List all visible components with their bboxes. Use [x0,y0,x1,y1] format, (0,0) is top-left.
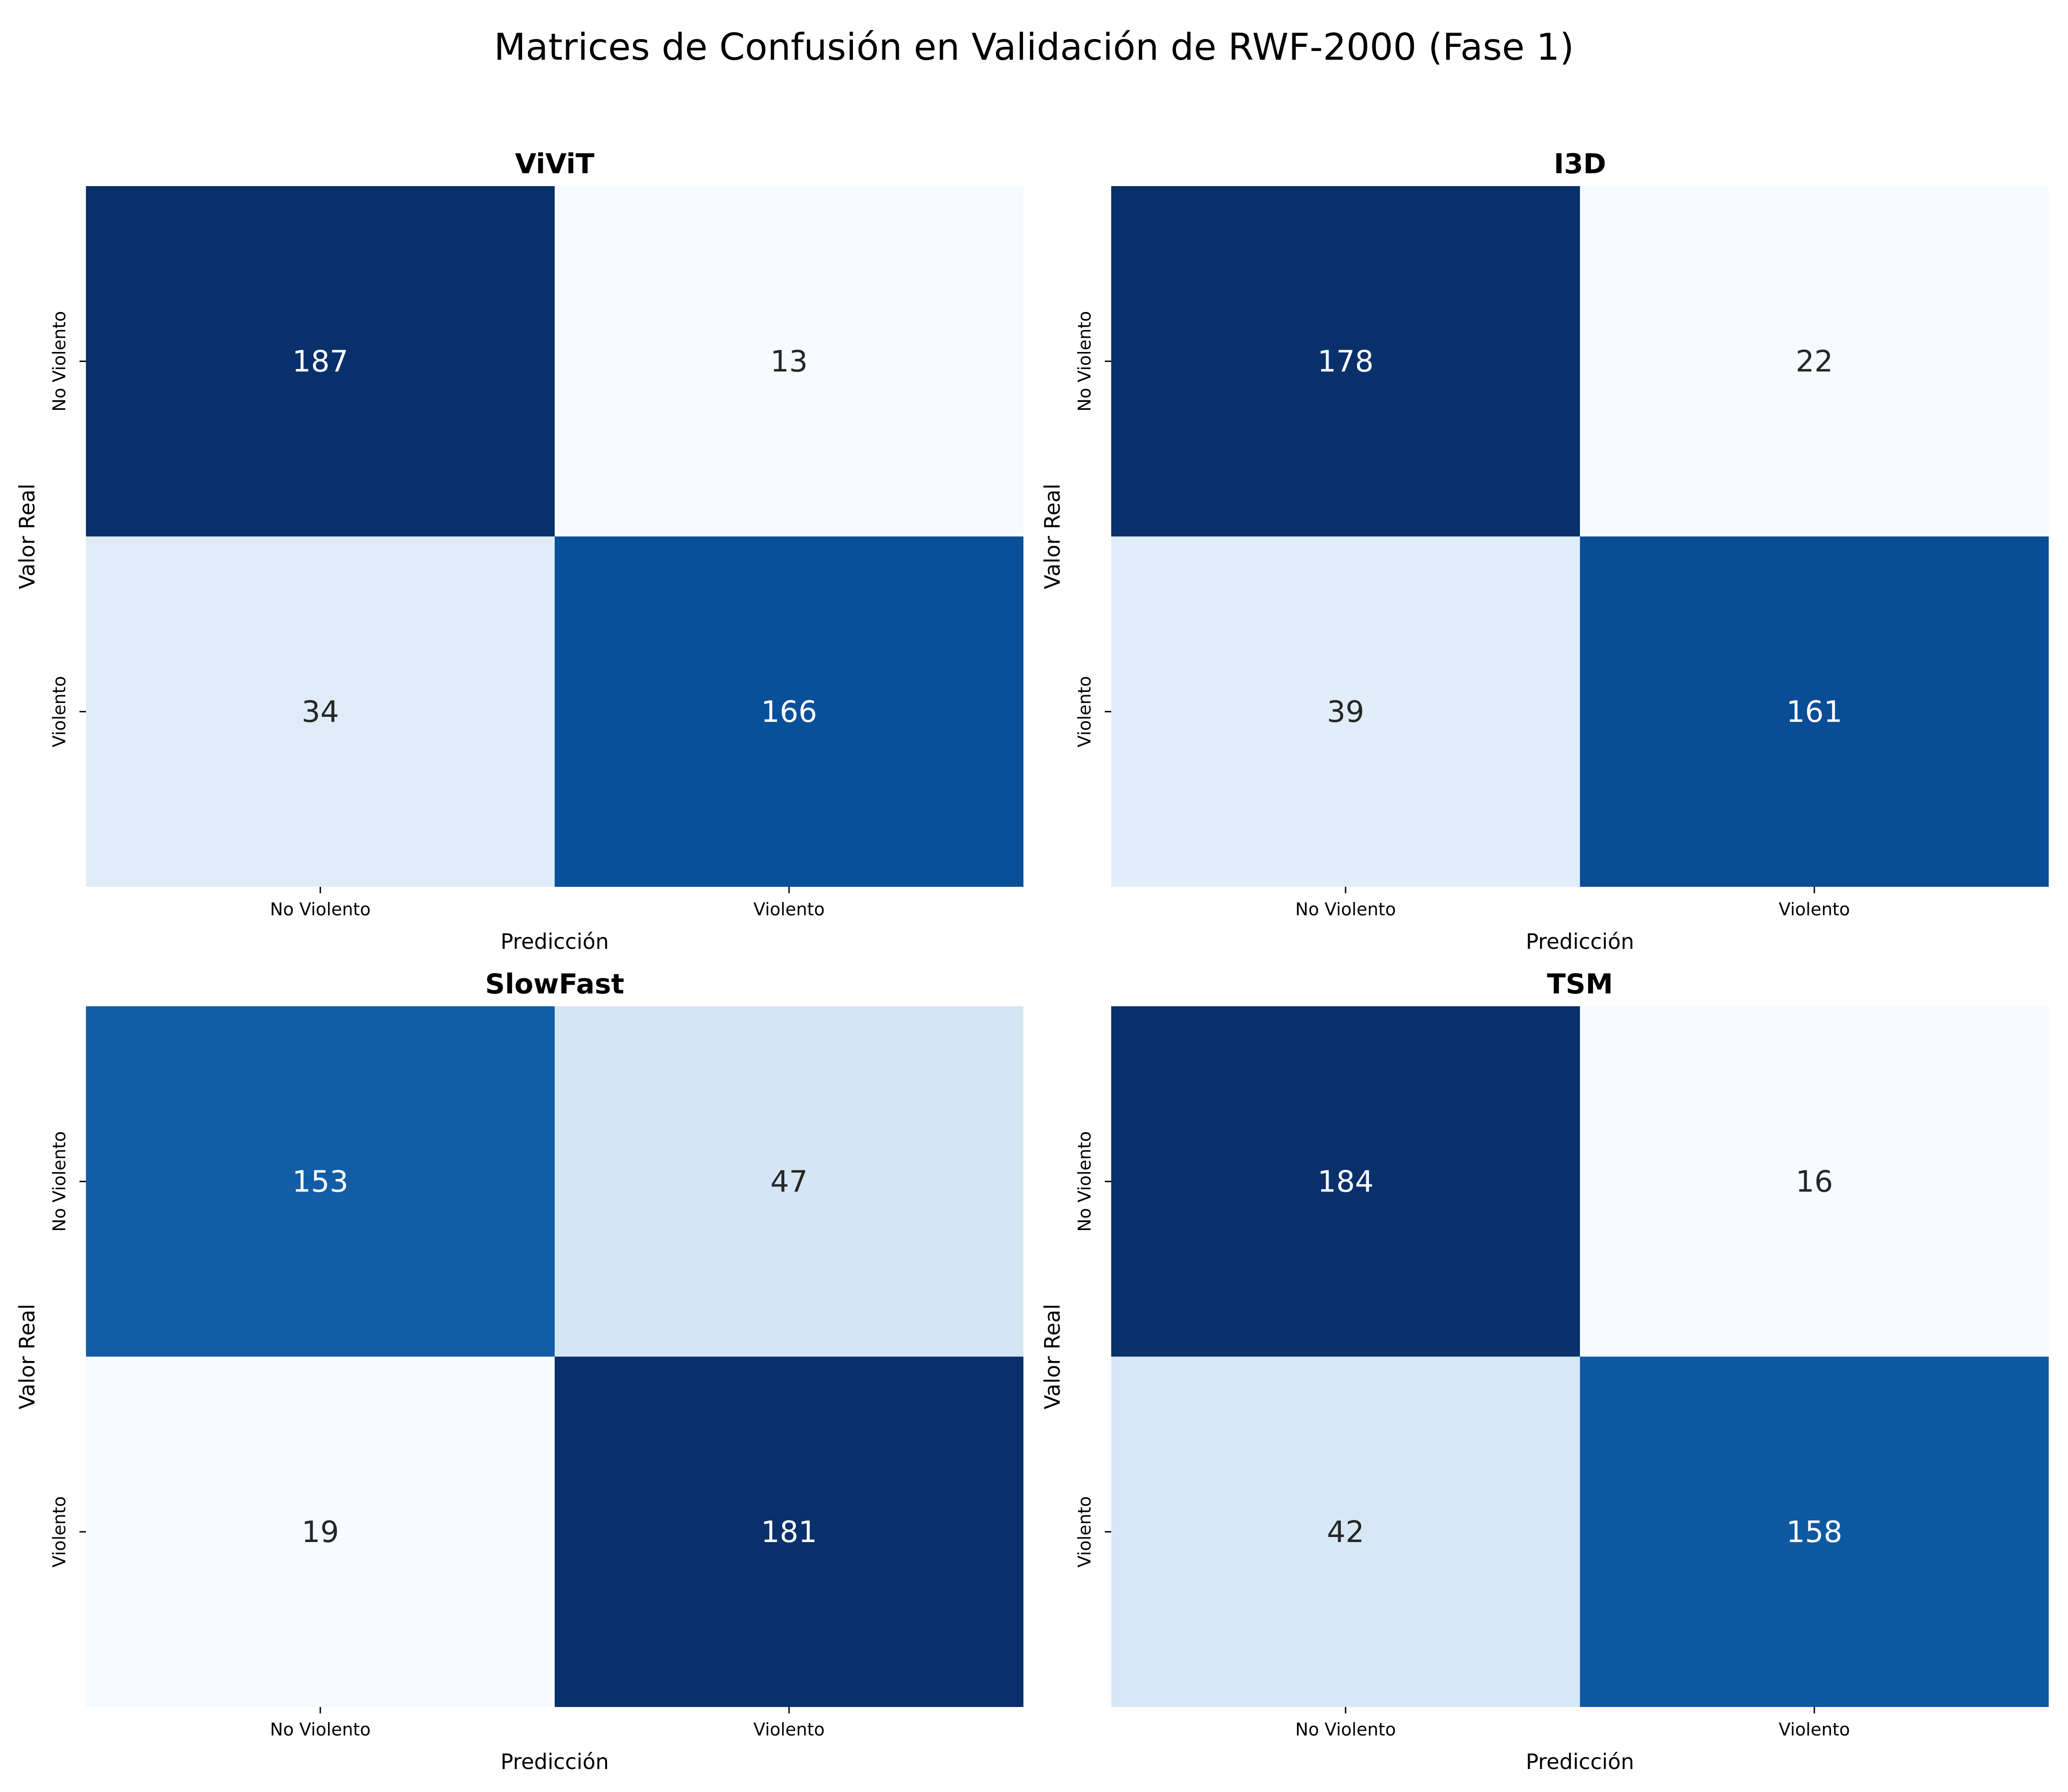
x-axis-label: Predicción [1526,929,1634,954]
x-axis-label: Predicción [500,1749,609,1774]
x-tick-label: Violento [1778,1719,1850,1740]
heatmap-cell [1580,1006,2049,1357]
y-tick-label: Violento [49,1496,69,1567]
cell-value-label: 16 [1795,1165,1833,1199]
x-tick-label: No Violento [270,1719,371,1740]
cell-value-label: 161 [1786,695,1842,729]
y-tick-label: Violento [1074,676,1095,747]
heatmap-cell [1580,186,2049,537]
y-tick-label: No Violento [1074,311,1095,412]
cell-value-label: 187 [292,345,348,379]
x-tick-label: Violento [753,899,824,919]
cell-value-label: 42 [1327,1515,1364,1549]
heatmap-cell [86,1356,555,1707]
y-axis-label: Valor Real [15,484,40,590]
heatmap-cell [1111,536,1580,887]
panel-title: I3D [1554,148,1606,180]
heatmap-cell [555,536,1023,887]
heatmap-cell [555,186,1023,537]
cell-value-label: 22 [1795,345,1833,379]
heatmap-cell [1111,186,1580,537]
heatmap-cell [86,1006,555,1357]
heatmap-cell [86,186,555,537]
cell-value-label: 19 [301,1515,339,1549]
y-axis-label: Valor Real [1040,484,1065,590]
heatmap-cell [86,536,555,887]
cell-value-label: 13 [770,345,807,379]
cell-value-label: 178 [1318,345,1374,379]
cell-value-label: 158 [1786,1515,1842,1549]
figure-title: Matrices de Confusión en Validación de R… [494,26,1574,68]
y-tick-label: No Violento [1074,1131,1095,1232]
y-axis-label: Valor Real [1040,1304,1065,1410]
y-tick-label: Violento [49,676,69,747]
y-tick-label: No Violento [49,1131,69,1232]
x-tick-label: Violento [753,1719,824,1740]
cell-value-label: 39 [1327,695,1364,729]
panel-title: TSM [1547,968,1613,1000]
heatmap-cell [555,1356,1023,1707]
heatmap-panel-3: 153 47 19 181 SlowFast No Violento Violento No … [15,968,1023,1774]
x-axis-label: Predicción [500,929,609,954]
panel-title: ViViT [515,148,595,180]
cell-value-label: 34 [301,695,339,729]
heatmap-cell [1111,1006,1580,1357]
y-tick-label: No Violento [49,311,69,412]
heatmap-cell [1580,1356,2049,1707]
x-axis-label: Predicción [1526,1749,1634,1774]
heatmap-panel-1: 187 13 34 166 ViViT No Violento Violento No Vio… [15,148,1023,954]
heatmap-panel-2: 178 22 39 161 I3D No Violento Violento No Viole… [1040,148,2049,954]
panel-title: SlowFast [485,968,625,1000]
x-tick-label: Violento [1778,899,1850,919]
cell-value-label: 181 [761,1515,817,1549]
heatmap-cell [1111,1356,1580,1707]
cell-value-label: 184 [1318,1165,1374,1199]
heatmap-cell [1580,536,2049,887]
y-tick-label: Violento [1074,1496,1095,1567]
heatmap-panel-4: 184 16 42 158 TSM No Violento Violento No Viole… [1040,968,2049,1774]
x-tick-label: No Violento [1295,1719,1396,1740]
heatmap-cell [555,1006,1023,1357]
x-tick-label: No Violento [1295,899,1396,919]
cell-value-label: 47 [770,1165,807,1199]
y-axis-label: Valor Real [15,1304,40,1410]
cell-value-label: 153 [292,1165,348,1199]
x-tick-label: No Violento [270,899,371,919]
cell-value-label: 166 [761,695,817,729]
